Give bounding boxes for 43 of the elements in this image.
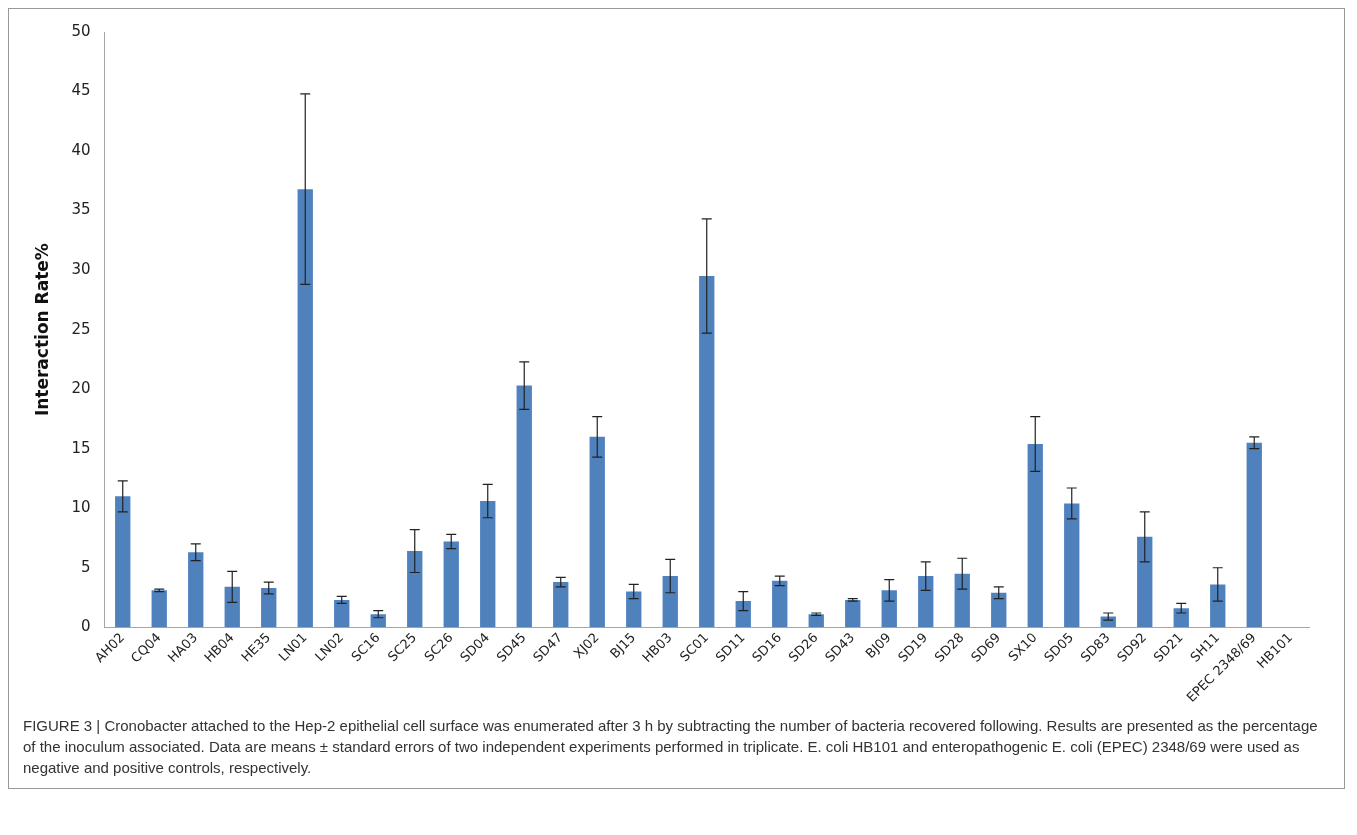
y-tick-label: 10 [71,498,91,517]
caption: FIGURE 3 | Cronobacter attached to the Hep-2 epithelial cell surface was enumerated after 3 h by subtracting the number of bacteria recovered following. Results are presented as the percentage of the inoculum associated. Data are means ± standard errors of two independent experiments performed in triplicate. E. coli HB101 and enteropathogenic E. coli (EPEC) 2348/69 were used as negative and positive controls, respectively. [22,716,1319,778]
bar [845,599,861,628]
y-tick-label: 0 [80,617,91,636]
bar [918,576,934,628]
y-tick-label: 45 [71,81,91,100]
bar [407,551,423,628]
bar [151,590,167,628]
bar [735,601,751,628]
bar [553,582,569,628]
y-tick-label: 25 [71,319,91,338]
bar [1027,443,1043,628]
bar [699,276,715,628]
bar [1064,503,1080,628]
bar [808,614,824,628]
bar [1246,442,1262,628]
bar [772,580,788,628]
bar [1210,584,1226,628]
bar [261,587,277,628]
y-axis-title: Interaction Rate% [31,243,52,417]
bar [115,496,131,628]
bar [370,614,386,628]
bar [589,436,605,628]
bar [881,590,897,628]
bar [224,586,240,628]
bar [954,573,970,628]
y-tick-label: 20 [71,379,91,398]
bar [297,189,313,628]
bar [480,501,496,628]
y-tick-label: 50 [71,21,91,40]
bar [443,541,459,628]
bar [626,591,642,628]
bar [662,576,678,628]
y-tick-label: 5 [80,557,91,576]
bar [516,385,532,628]
bar [188,552,204,628]
y-tick-label: 15 [71,438,91,457]
y-tick-label: 40 [71,140,91,159]
bar [991,592,1007,628]
bar [1137,536,1153,628]
y-tick-label: 30 [71,260,91,278]
y-tick-label: 35 [71,200,91,219]
bar [334,599,350,628]
